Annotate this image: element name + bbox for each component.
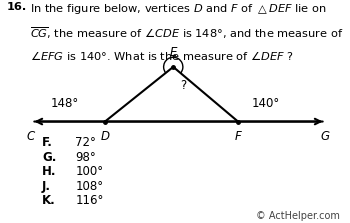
Text: G.: G. [42,151,56,164]
Text: 148°: 148° [50,97,79,110]
Text: ?: ? [180,79,187,92]
Text: H.: H. [42,165,56,178]
Text: 100°: 100° [75,165,103,178]
Text: $\overline{CG}$, the measure of $\angle CDE$ is 148°, and the measure of: $\overline{CG}$, the measure of $\angle … [30,26,343,41]
Text: 72°: 72° [75,136,96,149]
Text: $G$: $G$ [320,130,331,143]
Text: F.: F. [42,136,53,149]
Text: 116°: 116° [75,194,104,207]
Text: $F$: $F$ [233,130,243,143]
Text: $C$: $C$ [26,130,37,143]
Text: © ActHelper.com: © ActHelper.com [256,211,340,221]
Text: 140°: 140° [252,97,280,110]
Text: In the figure below, vertices $D$ and $F$ of $\triangle DEF$ lie on: In the figure below, vertices $D$ and $F… [30,2,326,16]
Text: K.: K. [42,194,56,207]
Text: 108°: 108° [75,180,103,193]
Text: $E$: $E$ [169,46,178,59]
Text: J.: J. [42,180,51,193]
Text: 16.: 16. [7,2,27,12]
Text: $D$: $D$ [100,130,110,143]
Text: 98°: 98° [75,151,96,164]
Text: $\angle EFG$ is 140°. What is the measure of $\angle DEF$ ?: $\angle EFG$ is 140°. What is the measur… [30,49,294,62]
